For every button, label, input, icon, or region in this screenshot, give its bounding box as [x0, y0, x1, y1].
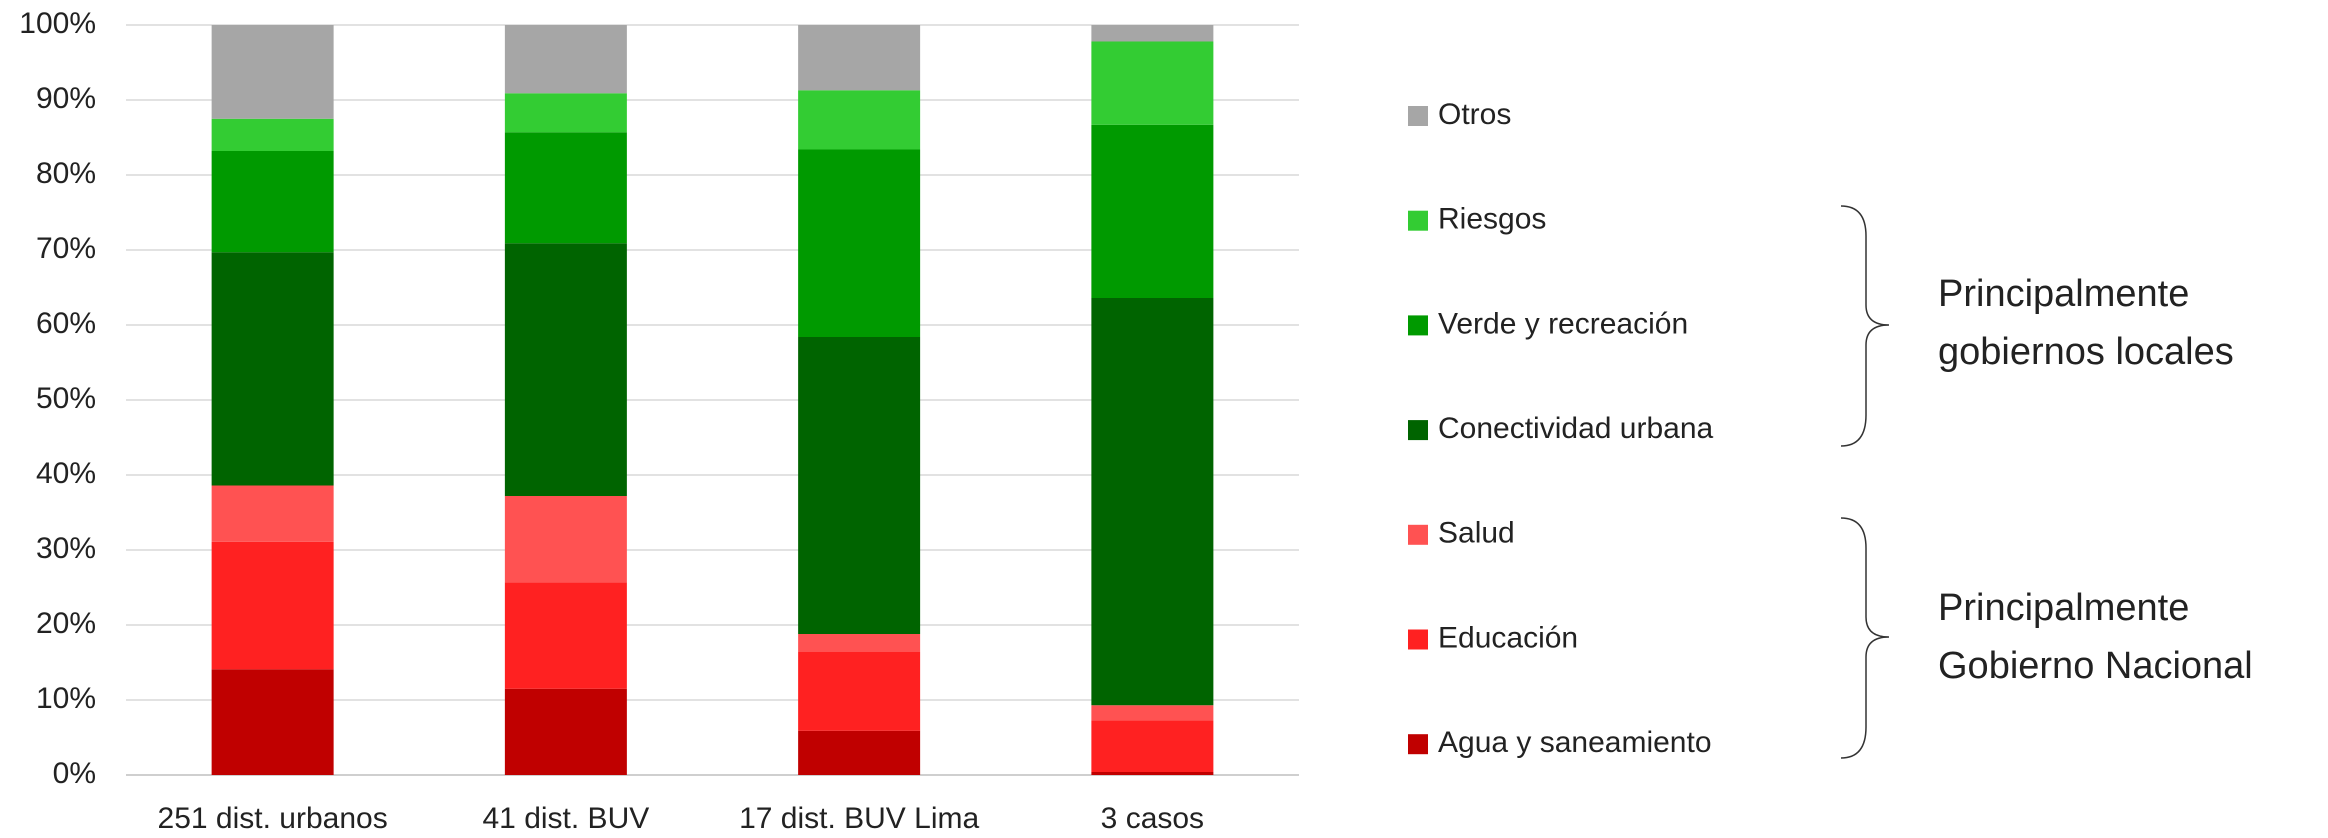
bar-segment: [211, 151, 334, 253]
bar-segment: [504, 25, 627, 94]
bar-segment: [1091, 772, 1214, 775]
legend-label: Agua y saneamiento: [1438, 726, 1712, 759]
legend-label: Verde y recreación: [1438, 307, 1688, 340]
x-tick-label: 41 dist. BUV: [483, 802, 650, 835]
bar-segment: [1091, 720, 1214, 772]
legend-swatch: [1408, 106, 1428, 126]
annotation: Principalmente: [1938, 273, 2189, 315]
legend-label: Conectividad urbana: [1438, 412, 1714, 445]
legend-swatch: [1408, 420, 1428, 441]
bar-segment: [798, 149, 921, 337]
bar-segment: [1091, 705, 1214, 721]
legend-label: Otros: [1438, 98, 1511, 131]
bar-segment: [211, 25, 334, 119]
bar-segment: [1091, 298, 1214, 706]
bar-segment: [798, 90, 921, 150]
y-tick-label: 50%: [36, 382, 96, 415]
y-tick-label: 20%: [36, 607, 96, 640]
brace: [1840, 205, 1890, 447]
bar-segment: [211, 541, 334, 670]
annotation: Principalmente: [1938, 587, 2189, 629]
x-tick-label: 251 dist. urbanos: [158, 802, 388, 835]
y-tick-label: 70%: [36, 232, 96, 265]
legend-swatch: [1408, 629, 1428, 650]
y-tick-label: 90%: [36, 82, 96, 115]
legend-swatch: [1408, 524, 1428, 545]
bar-segment: [504, 582, 627, 689]
y-tick-label: 60%: [36, 307, 96, 340]
legend-label: Riesgos: [1438, 203, 1546, 236]
bar-segment: [798, 25, 921, 91]
legend-label: Salud: [1438, 517, 1515, 550]
annotation: Gobierno Nacional: [1938, 645, 2253, 687]
y-tick-label: 30%: [36, 532, 96, 565]
bar-segment: [504, 688, 627, 775]
bar-segment: [504, 496, 627, 583]
x-tick-label: 17 dist. BUV Lima: [739, 802, 979, 835]
y-tick-label: 80%: [36, 157, 96, 190]
bar-segment: [211, 118, 334, 151]
bar-segment: [798, 337, 921, 634]
bar-segment: [211, 252, 334, 486]
bar-segment: [504, 93, 627, 133]
bar-segment: [504, 243, 627, 496]
y-tick-label: 10%: [36, 682, 96, 715]
annotation: gobiernos locales: [1938, 331, 2234, 373]
legend-label: Educación: [1438, 621, 1578, 654]
bar-segment: [1091, 25, 1214, 42]
y-tick-label: 40%: [36, 457, 96, 490]
y-tick-label: 100%: [19, 7, 96, 40]
x-tick-label: 3 casos: [1101, 802, 1204, 835]
bar-segment: [798, 652, 921, 731]
bar-segment: [211, 485, 334, 542]
y-tick-label: 0%: [53, 757, 96, 790]
bar-segment: [1091, 41, 1214, 125]
legend-swatch: [1408, 210, 1428, 231]
bar-segment: [798, 634, 921, 652]
bar-segment: [798, 730, 921, 775]
legend-swatch: [1408, 734, 1428, 755]
brace: [1840, 517, 1890, 759]
bar-segment: [211, 669, 334, 775]
bar-segment: [504, 132, 627, 244]
bar-segment: [1091, 124, 1214, 298]
legend-swatch: [1408, 315, 1428, 336]
